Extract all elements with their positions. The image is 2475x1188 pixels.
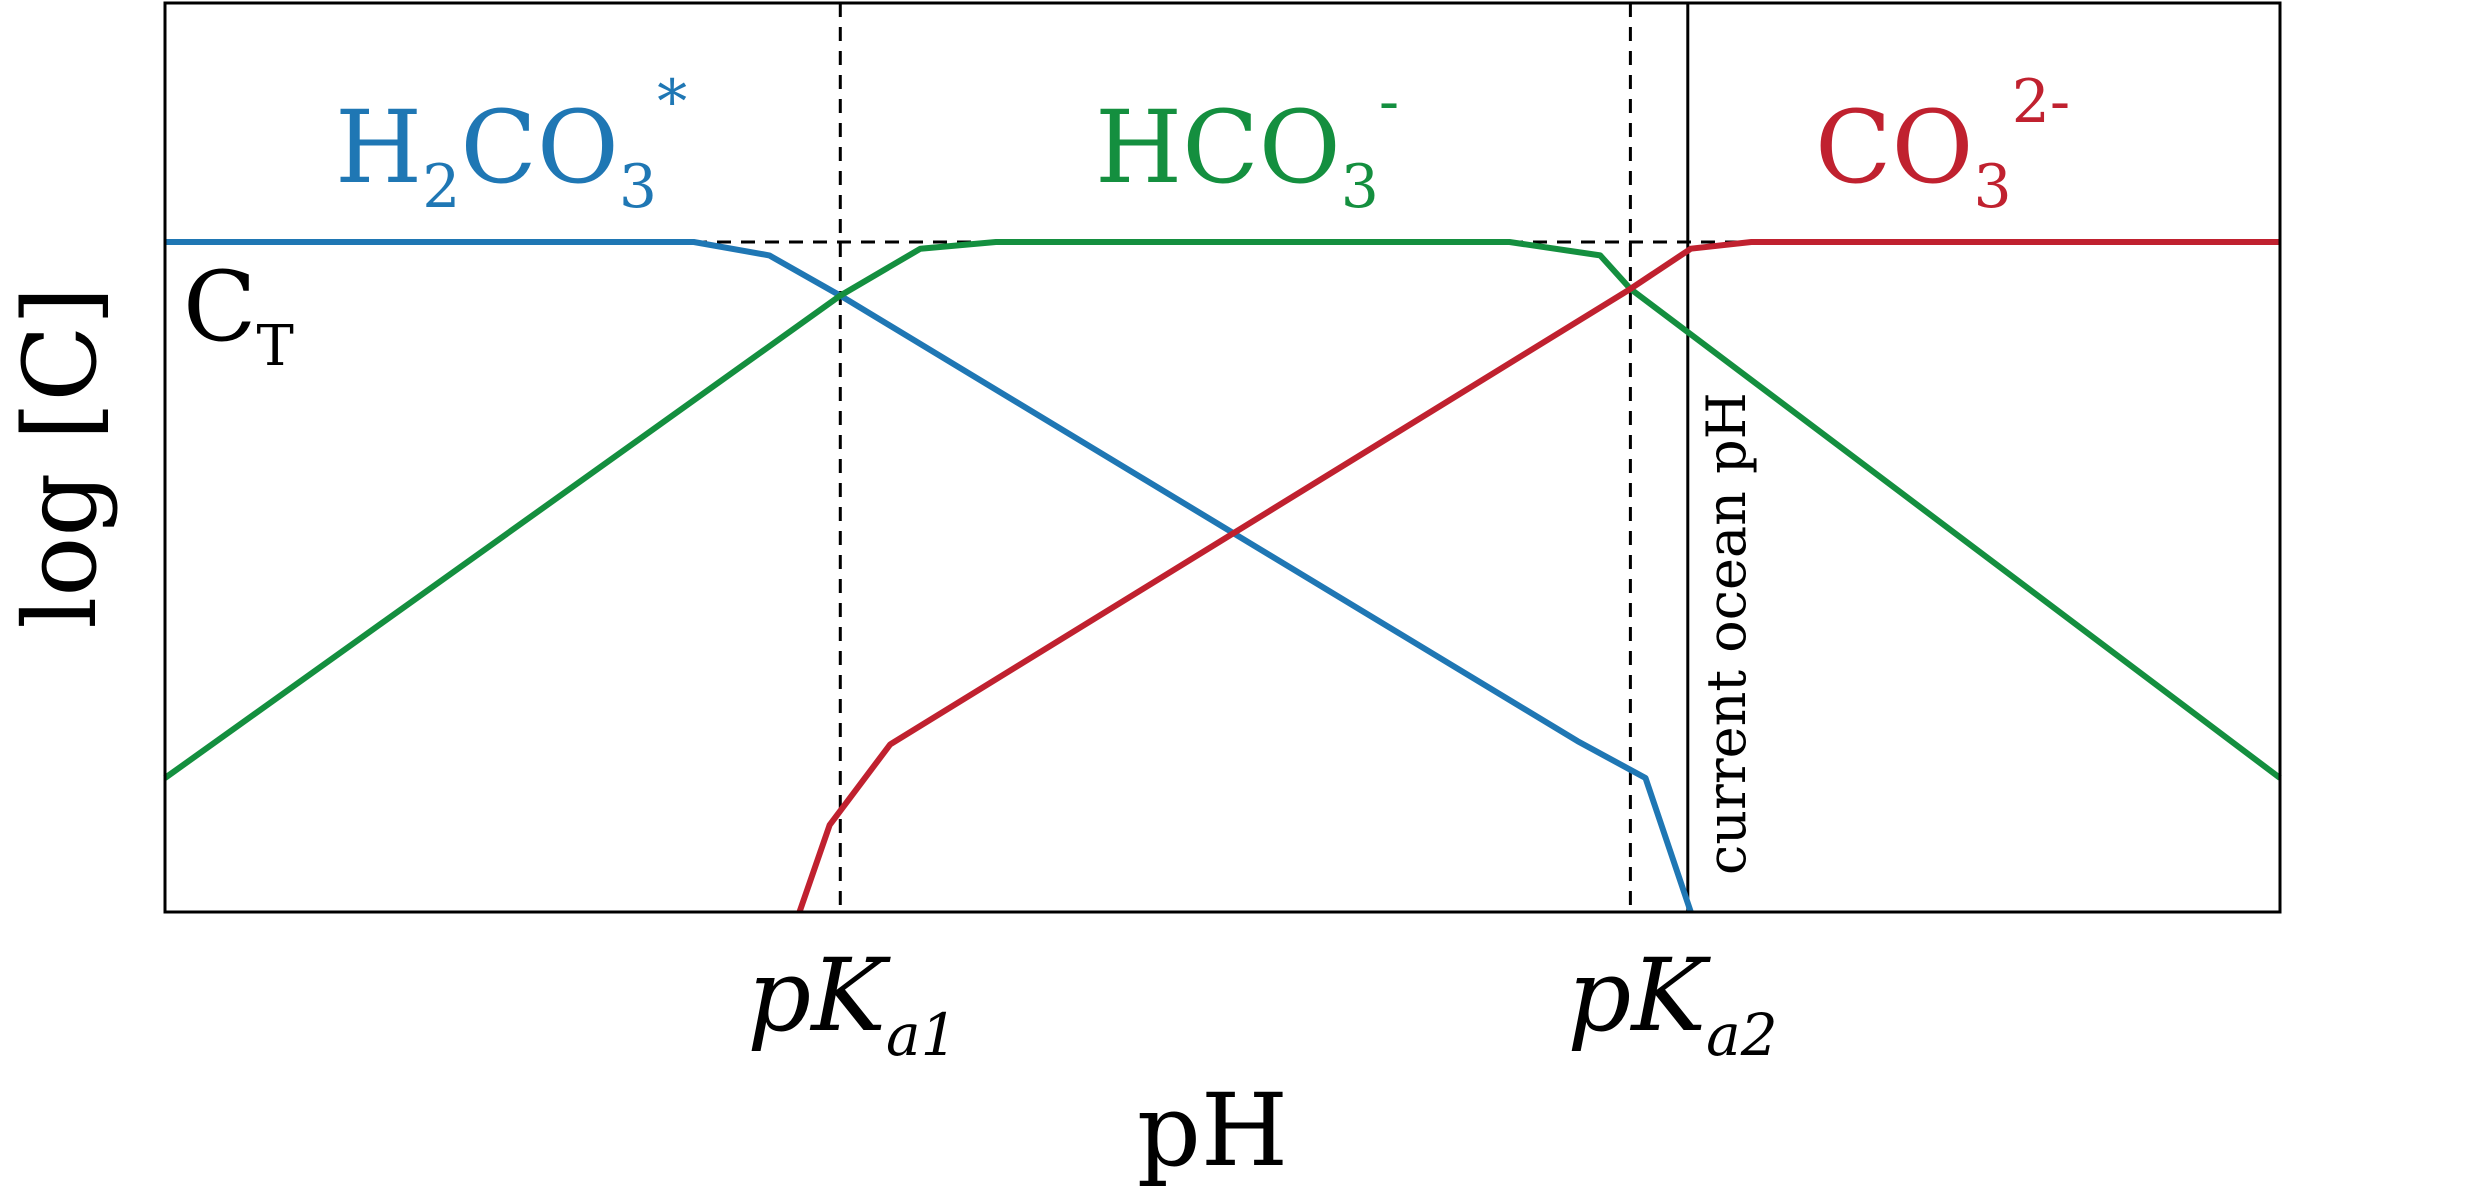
y-axis-label: log [C] <box>2 286 119 629</box>
label-total-carbon: CT <box>183 251 294 379</box>
label-h2co3: H2CO3* <box>335 67 687 222</box>
label-current-ocean-ph: current ocean pH <box>1695 392 1758 875</box>
tick-label-pka2: pKa2 <box>1567 937 1777 1069</box>
plot-frame <box>163 1 2282 914</box>
series-line-hco3 <box>163 239 2282 781</box>
label-co3: CO32- <box>1815 67 2070 222</box>
series-line-h2co3 <box>165 239 1694 913</box>
tick-label-pka1: pKa1 <box>747 937 957 1069</box>
series-line-co3 <box>796 239 2280 913</box>
label-hco3: HCO3- <box>1095 67 1399 222</box>
x-axis-label: pH <box>1137 1072 1288 1188</box>
